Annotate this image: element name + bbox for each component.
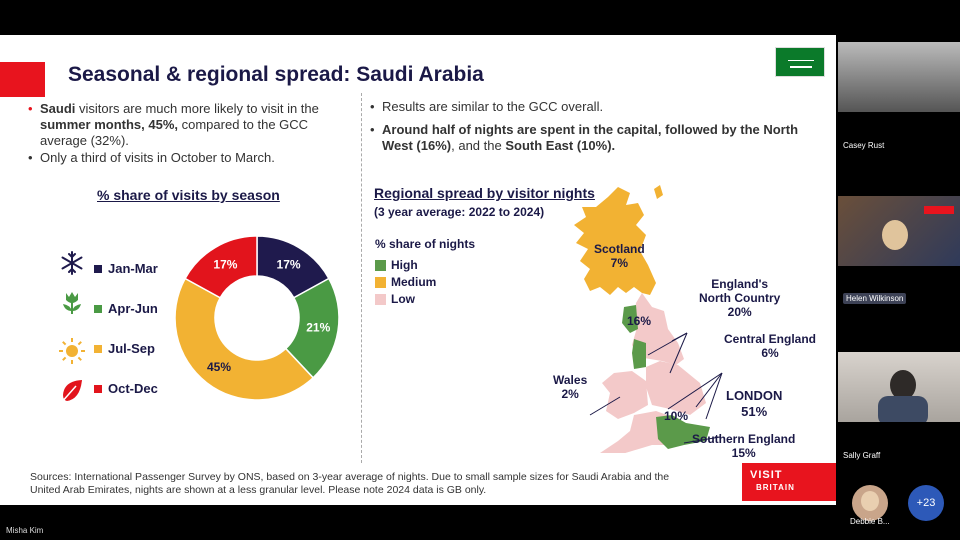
- uk-regions-map: [574, 185, 723, 453]
- label-north-west: 16%: [627, 314, 652, 328]
- label-wales: Wales 2%: [553, 373, 588, 401]
- label-scotland: Scotland 7%: [594, 242, 645, 270]
- participant-name-1: Casey Rust: [843, 141, 885, 150]
- map-legend: % share of nights High Medium Low: [375, 237, 475, 306]
- participant-name-2: Helen Wilkinson: [843, 293, 907, 304]
- legend-jul-sep: Jul-Sep: [94, 341, 155, 356]
- more-participants-button[interactable]: +23: [908, 485, 944, 521]
- right-bullet-1: Results are similar to the GCC overall.: [370, 99, 800, 115]
- right-bullets: Results are similar to the GCC overall. …: [370, 99, 800, 161]
- map-legend-high: High: [375, 258, 475, 272]
- leaf-icon: [60, 380, 82, 404]
- participant-name-4: Debbie B...: [850, 517, 890, 526]
- sources-note: Sources: International Passenger Survey …: [30, 471, 670, 496]
- season-chart-title: % share of visits by season: [97, 187, 280, 203]
- label-central-england: Central England 6%: [724, 332, 817, 360]
- map-legend-low: Low: [375, 292, 475, 306]
- left-bullets: Saudi visitors are much more likely to v…: [28, 101, 348, 167]
- label-south-east: 10%: [664, 409, 689, 423]
- map-legend-medium: Medium: [375, 275, 475, 289]
- map-north-west-a: [622, 305, 638, 333]
- map-legend-title: % share of nights: [375, 237, 476, 251]
- donut-slice-jul-sep: [174, 277, 315, 401]
- map-central-england: [646, 361, 706, 415]
- label-southern-england: Southern England 15%: [692, 432, 796, 460]
- participant-video-1[interactable]: [838, 42, 960, 112]
- shared-slide: Seasonal & regional spread: Saudi Arabia…: [0, 35, 836, 505]
- donut-slice-oct-dec: [184, 235, 258, 299]
- label-london: LONDON 51%: [726, 388, 783, 419]
- left-bullet-2: Only a third of visits in October to Mar…: [28, 150, 348, 166]
- participant-video-3[interactable]: [838, 352, 960, 422]
- visit-britain-logo: VISIT BRITAIN: [742, 463, 836, 501]
- red-accent-tab: [0, 62, 45, 97]
- participant-avatar-4[interactable]: [852, 485, 888, 521]
- dashed-divider: [361, 93, 362, 463]
- slide-title: Seasonal & regional spread: Saudi Arabia: [68, 63, 484, 86]
- right-bullet-2: Around half of nights are spent in the c…: [370, 122, 800, 154]
- map-north-west-b: [632, 339, 646, 369]
- region-chart-subtitle: (3 year average: 2022 to 2024): [374, 205, 545, 219]
- season-donut-chart: 17% 21% 45% 17%: [174, 235, 340, 401]
- left-bullet-1: Saudi visitors are much more likely to v…: [28, 101, 348, 149]
- presenter-name: Misha Kim: [6, 526, 44, 535]
- map-shetland: [654, 185, 663, 199]
- donut-label-oct-dec: 17%: [213, 258, 237, 272]
- donut-label-apr-jun: 21%: [306, 321, 330, 335]
- participant-video-2[interactable]: [838, 196, 960, 266]
- map-wales: [602, 371, 648, 419]
- legend-jan-mar: Jan-Mar: [94, 261, 158, 276]
- snowflake-icon: [61, 251, 83, 275]
- saudi-flag-icon: [775, 47, 825, 77]
- map-scotland: [574, 187, 656, 295]
- legend-apr-jun: Apr-Jun: [94, 301, 158, 316]
- label-north-country: England's North Country 20%: [699, 277, 781, 319]
- participant-name-3: Sally Graff: [843, 451, 881, 460]
- donut-label-jan-mar: 17%: [277, 258, 301, 272]
- region-chart-title: Regional spread by visitor nights: [374, 185, 595, 201]
- donut-label-jul-sep: 45%: [207, 360, 231, 374]
- legend-oct-dec: Oct-Dec: [94, 381, 158, 396]
- sun-icon: [59, 338, 85, 364]
- tulip-icon: [63, 292, 81, 314]
